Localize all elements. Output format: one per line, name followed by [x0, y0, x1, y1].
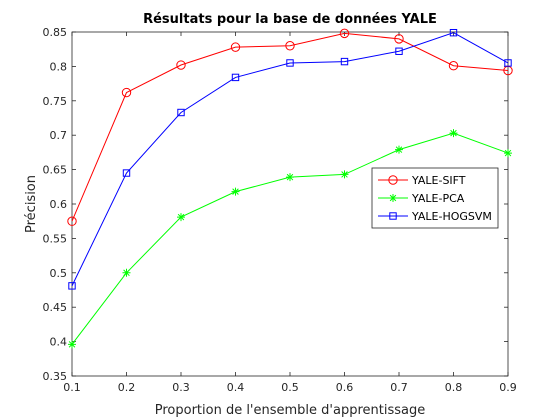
data-point-yale-hogsvm — [177, 108, 185, 117]
data-point-yale-hogsvm — [68, 282, 76, 290]
x-tick-label: 0.7 — [390, 381, 408, 394]
y-tick-label: 0.45 — [43, 301, 68, 314]
y-tick-label: 0.5 — [50, 267, 68, 280]
legend-label-yale-hogsvm: YALE-HOGSVM — [411, 210, 492, 223]
data-point-yale-sift — [394, 34, 404, 44]
chart-title: Résultats pour la base de données YALE — [143, 12, 437, 27]
data-point-yale-pca — [395, 145, 403, 154]
data-point-yale-sift — [176, 60, 186, 70]
legend-marker-yale-hogsvm — [389, 212, 397, 220]
data-point-yale-hogsvm — [286, 59, 294, 67]
data-point-yale-pca — [122, 268, 131, 277]
data-point-yale-pca — [286, 173, 294, 182]
legend: YALE-SIFT YALE-PCA YALE-HOGSVM — [371, 167, 499, 229]
data-point-yale-pca — [449, 129, 458, 138]
y-tick-label: 0.6 — [50, 198, 68, 211]
x-tick-label: 0.1 — [63, 381, 81, 394]
y-tick-label: 0.35 — [43, 370, 68, 383]
y-tick-label: 0.75 — [43, 95, 68, 108]
data-point-yale-pca — [231, 187, 240, 196]
y-axis-title: Précision — [24, 175, 39, 233]
series-yale-sift — [67, 28, 513, 226]
data-point-yale-hogsvm — [122, 169, 131, 177]
x-tick-label: 0.6 — [336, 381, 354, 394]
series-yale-pca — [68, 129, 512, 349]
legend-marker-yale-pca — [389, 194, 397, 202]
legend-label-yale-pca: YALE-PCA — [411, 192, 465, 205]
legend-label-yale-sift: YALE-SIFT — [411, 174, 466, 187]
data-point-yale-sift — [67, 216, 77, 226]
data-point-yale-pca — [68, 340, 76, 349]
data-point-yale-sift — [339, 28, 350, 39]
x-tick-label: 0.9 — [499, 381, 517, 394]
data-point-yale-hogsvm — [395, 47, 403, 55]
series-line-yale-sift — [71, 32, 509, 222]
series-line-yale-hogsvm — [71, 32, 509, 287]
series-yale-hogsvm — [68, 28, 512, 290]
y-tick-label: 0.65 — [43, 164, 68, 177]
data-point-yale-sift — [230, 42, 241, 52]
x-tick-label: 0.3 — [172, 381, 190, 394]
y-tick-label: 0.8 — [50, 60, 68, 73]
data-point-yale-pca — [340, 170, 349, 179]
data-point-yale-pca — [504, 149, 512, 158]
y-tick-label: 0.55 — [43, 232, 68, 245]
y-tick-label: 0.85 — [43, 26, 68, 39]
y-tick-label: 0.7 — [50, 129, 68, 142]
x-tick-label: 0.8 — [445, 381, 463, 394]
data-point-yale-pca — [177, 213, 185, 222]
x-axis-title: Proportion de l'ensemble d'apprentissage — [155, 403, 426, 418]
x-tick-label: 0.4 — [227, 381, 245, 394]
data-point-yale-hogsvm — [449, 28, 458, 37]
x-tick-label: 0.5 — [281, 381, 299, 394]
y-tick-label: 0.4 — [50, 336, 68, 349]
x-tick-label: 0.2 — [118, 381, 136, 394]
data-point-yale-hogsvm — [231, 73, 240, 82]
data-point-yale-sift — [285, 41, 295, 51]
data-point-yale-hogsvm — [504, 59, 512, 67]
legend-marker-yale-sift — [388, 175, 398, 185]
data-point-yale-sift — [121, 87, 132, 98]
data-point-yale-sift — [448, 61, 459, 71]
data-point-yale-hogsvm — [340, 57, 349, 66]
